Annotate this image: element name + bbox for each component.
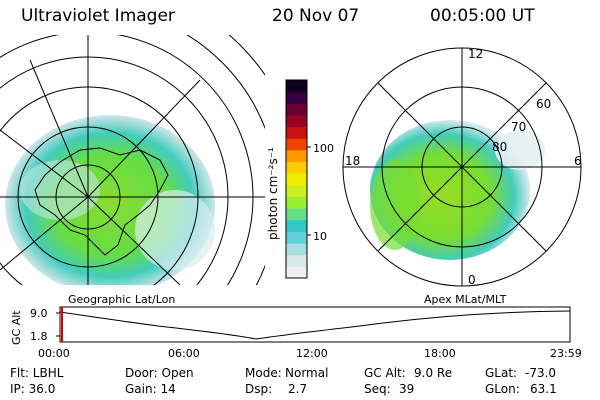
geographic-map-panel bbox=[0, 35, 265, 285]
glon-value: 63.1 bbox=[530, 382, 557, 396]
gain-label: Gain: 14 bbox=[125, 382, 176, 396]
left-panel-label: Geographic Lat/Lon bbox=[68, 293, 175, 306]
colorbar-segment bbox=[286, 161, 307, 174]
colorbar-frame bbox=[285, 79, 308, 279]
colorbar-segment bbox=[286, 91, 307, 104]
mlt-label-0: 0 bbox=[468, 273, 476, 287]
mode-value: Normal bbox=[285, 366, 329, 380]
seq-label: Seq: bbox=[364, 382, 391, 396]
glat-value: -73.0 bbox=[525, 366, 557, 380]
timeline-xtick-1800: 18:00 bbox=[424, 347, 456, 360]
timeline-ytick-1: 1.8 bbox=[30, 330, 48, 343]
app-title: Ultraviolet Imager bbox=[21, 6, 175, 26]
mlt-label-12: 12 bbox=[468, 47, 483, 61]
mlt-grid-right bbox=[343, 48, 581, 286]
glon-label: GLon: bbox=[485, 382, 520, 396]
colorbar-segment bbox=[286, 126, 307, 139]
mlt-label-6: 6 bbox=[574, 154, 582, 168]
colorbar-tick-10: 10 bbox=[313, 230, 327, 243]
colorbar-segment bbox=[286, 196, 307, 209]
right-panel-label: Apex MLat/MLT bbox=[424, 293, 507, 306]
colorbar-segment bbox=[286, 266, 307, 279]
gc-alt-label: GC Alt: bbox=[364, 366, 406, 380]
timeline-xtick-2359: 23:59 bbox=[550, 347, 582, 360]
glat-label: GLat: bbox=[485, 366, 518, 380]
colorbar-segment bbox=[286, 184, 307, 197]
timeline-xtick-0600: 06:00 bbox=[168, 347, 200, 360]
timeline-ytick-9: 9.0 bbox=[30, 307, 48, 320]
seq-value: 39 bbox=[399, 382, 415, 396]
time-label: 00:05:00 UT bbox=[430, 6, 535, 26]
dsp-value: 2.7 bbox=[288, 382, 308, 396]
altitude-timeline bbox=[56, 306, 571, 343]
lat-label-80: 80 bbox=[492, 140, 507, 154]
colorbar-segment bbox=[286, 114, 307, 128]
colorbar-segment bbox=[286, 138, 307, 151]
timeline-axis-label: GC Alt bbox=[10, 310, 23, 345]
altitude-curve bbox=[59, 310, 571, 340]
meridian-grid-left bbox=[0, 35, 265, 285]
colorbar-segment bbox=[286, 80, 307, 93]
colorbar-segment bbox=[286, 254, 307, 267]
magnetic-polar-panel: 12 18 6 0 60 70 80 bbox=[342, 47, 582, 287]
colorbar-unit-label: photon cm⁻²s⁻¹ bbox=[266, 147, 280, 240]
lat-label-70: 70 bbox=[511, 120, 526, 134]
date-label: 20 Nov 07 bbox=[272, 6, 360, 26]
colorbar-segment bbox=[286, 219, 307, 232]
colorbar-segment bbox=[286, 231, 307, 244]
timeline-xtick-1200: 12:00 bbox=[296, 347, 328, 360]
timeline-xtick-0000: 00:00 bbox=[38, 347, 70, 360]
colorbar-segment bbox=[286, 103, 307, 116]
mlt-label-18: 18 bbox=[345, 154, 360, 168]
mode-label: Mode: bbox=[245, 366, 282, 380]
door-label: Door: Open bbox=[125, 366, 194, 380]
dsp-label: Dsp: bbox=[245, 382, 273, 396]
colorbar bbox=[285, 79, 308, 279]
gc-alt-value: 9.0 Re bbox=[414, 366, 453, 380]
colorbar-segment bbox=[286, 208, 307, 221]
colorbar-tick-100: 100 bbox=[313, 142, 334, 155]
filter-label: Flt: LBHL bbox=[10, 366, 64, 380]
colorbar-segment bbox=[286, 173, 307, 186]
ip-label: IP: 36.0 bbox=[10, 382, 56, 396]
colorbar-segment bbox=[286, 243, 307, 256]
colorbar-segment bbox=[286, 149, 307, 163]
lat-label-60: 60 bbox=[536, 97, 551, 111]
